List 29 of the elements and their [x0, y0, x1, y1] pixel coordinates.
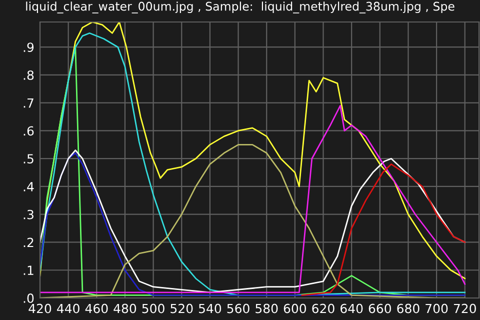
x-tick-label: 440	[57, 304, 80, 314]
x-tick-label: 480	[114, 304, 136, 314]
y-tick-label: .0	[24, 293, 34, 303]
y-tick-label: .2	[24, 238, 34, 247]
line-series	[40, 104, 466, 294]
x-tick-label: 700	[426, 304, 448, 314]
x-tick-label: 660	[368, 304, 391, 314]
x-tick-label: 600	[284, 304, 306, 314]
x-tick-label: 460	[85, 304, 108, 314]
x-tick-label: 680	[397, 304, 420, 314]
y-tick-label: .1	[24, 266, 34, 275]
y-tick-label: .7	[24, 98, 34, 108]
x-tick-label: 420	[28, 304, 52, 314]
x-tick-label: 580	[256, 304, 278, 314]
line-series	[301, 163, 466, 296]
y-tick-label: .9	[24, 42, 34, 52]
y-tick-label: .3	[24, 210, 34, 220]
x-tick-label: 520	[170, 304, 193, 314]
y-tick-label: .8	[24, 70, 34, 80]
x-tick-label: 540	[198, 304, 222, 314]
y-tick-label: .4	[24, 182, 34, 192]
x-tick-label: 560	[227, 304, 250, 314]
y-tick-label: .5	[24, 154, 34, 164]
y-tick-label: .6	[24, 126, 34, 136]
x-tick-label: 500	[142, 304, 164, 314]
chart-title: liquid_clear_water_00um.jpg , Sample: liquid_methylred_38um.jpg , Spe	[26, 2, 454, 14]
x-tick-label: 640	[340, 304, 363, 314]
x-tick-label: 720	[454, 304, 476, 314]
x-tick-label: 620	[312, 304, 334, 314]
